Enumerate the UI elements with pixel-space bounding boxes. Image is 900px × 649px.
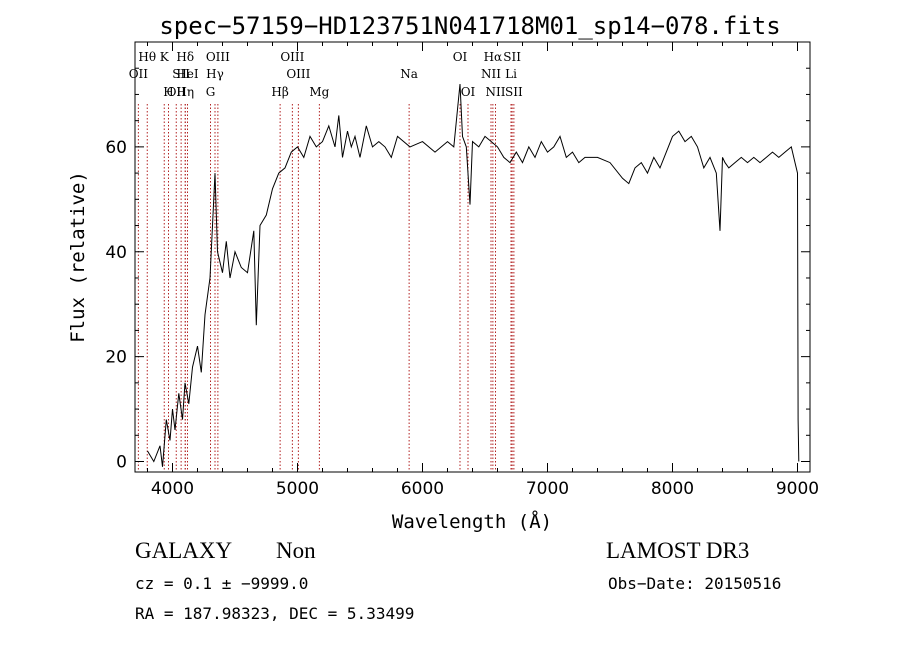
survey-name: LAMOST DR3 [606,538,750,563]
emission-line-label-16: Na [400,67,418,81]
emission-line-label-4: HeI [176,67,199,81]
spectrum-series-0 [147,83,800,467]
plot-frame [134,41,811,473]
emission-line-label-23: Li [505,67,517,81]
emission-line-label-1: Hθ [138,50,156,64]
emission-line-label-2: OII [167,85,187,99]
emission-line-label-14: Hβ [271,85,288,99]
emission-line-label-7: Hδ [176,50,194,64]
x-tick-label-2: 6000 [401,479,444,499]
spectrum-series-layer [147,83,800,467]
emission-line-label-6: H [163,85,173,99]
emission-line-label-8: SII [172,67,190,81]
observation-date: Obs−Date: 20150516 [608,574,782,593]
emission-line-label-9: OIII [206,50,230,64]
x-tick-label-3: 7000 [526,479,569,499]
emission-line-label-13: OIII [286,67,310,81]
emission-line-label-11: G [206,85,216,99]
emission-line-label-21: NII [486,85,506,99]
emission-line-label-12: OIII [280,50,304,64]
spectrum-chart: spec−57159−HD123751N041718M01_sp14−078.f… [67,12,819,533]
x-tick-label-4: 8000 [651,479,694,499]
emission-line-label-18: OI [461,85,476,99]
redshift-text: cz = 0.1 ± −9999.0 [135,574,309,593]
emission-line-label-15: Mg [309,85,329,99]
emission-line-label-0: OII [129,67,149,81]
y-tick-label-2: 40 [105,243,127,263]
emission-line-label-19: Hα [484,50,503,64]
y-tick-label-0: 0 [116,453,127,473]
emission-line-label-10: Hγ [206,67,224,81]
emission-line-label-5: K [160,50,170,64]
chart-title: spec−57159−HD123751N041718M01_sp14−078.f… [159,12,780,40]
x-tick-label-0: 4000 [151,479,194,499]
emission-line-label-20: NII [481,67,501,81]
axis-ticks-layer: 4000 5000 6000 7000 8000 9000 0 20 40 60 [105,42,819,499]
emission-line-label-24: SII [505,85,523,99]
object-subclass: Non [276,538,316,563]
x-tick-label-5: 9000 [776,479,819,499]
y-tick-label-1: 20 [105,348,127,368]
emission-line-label-22: SII [503,50,521,64]
emission-line-label-3: Hη [176,85,194,99]
y-axis-label: Flux (relative) [67,171,89,343]
coordinates-text: RA = 187.98323, DEC = 5.33499 [135,604,415,623]
x-axis-label: Wavelength (Å) [392,510,552,533]
y-tick-label-3: 60 [105,138,127,158]
object-class: GALAXY [135,538,233,563]
emission-line-label-17: OI [453,50,468,64]
x-tick-label-1: 5000 [276,479,319,499]
